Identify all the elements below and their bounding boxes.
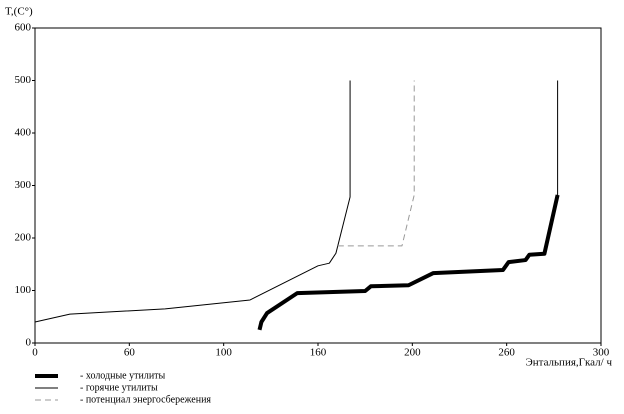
x-tick-label: 200 — [404, 347, 421, 359]
y-tick-label: 600 — [15, 22, 32, 34]
x-axis-label: Энтальпия,Гкал/ ч — [525, 357, 612, 369]
legend-label: - холодные утилиты — [80, 370, 166, 381]
y-tick-label: 100 — [15, 284, 32, 296]
y-tick-label: 0 — [26, 337, 32, 349]
y-tick-label: 200 — [15, 232, 32, 244]
x-tick-label: 300 — [593, 347, 610, 359]
y-tick-label: 400 — [15, 127, 32, 139]
x-tick-label: 260 — [498, 347, 515, 359]
x-tick-label: 100 — [215, 347, 232, 359]
legend-label: - горячие утилиты — [80, 382, 158, 393]
series-line — [34, 80, 559, 323]
series-line — [337, 80, 415, 247]
x-tick-label: 60 — [124, 347, 136, 359]
series-line — [257, 194, 560, 331]
x-tick-label: 0 — [32, 347, 38, 359]
plot-frame — [34, 27, 602, 344]
y-axis-label: T,(C°) — [5, 6, 33, 18]
legend-label: - потенциал энергосбережения — [80, 394, 211, 405]
y-tick-label: 500 — [15, 74, 32, 86]
y-tick-label: 300 — [15, 179, 32, 191]
x-tick-label: 160 — [310, 347, 327, 359]
